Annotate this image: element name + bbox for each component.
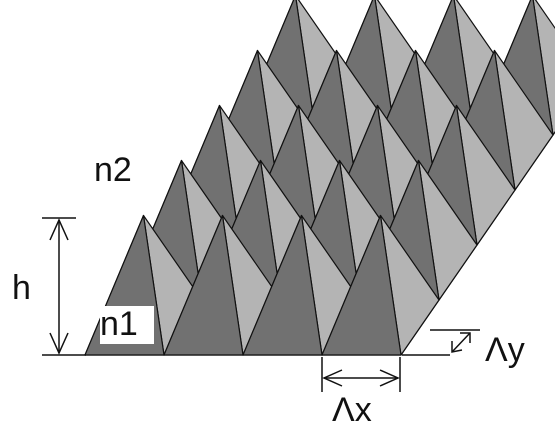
pyramid-array bbox=[85, 0, 555, 355]
period-x-label: Λx bbox=[332, 391, 372, 429]
n2-label: n2 bbox=[94, 151, 132, 189]
n1-label: n1 bbox=[100, 305, 138, 343]
page: {"labels": {"n2": "n2", "n1": "n1", "h":… bbox=[0, 0, 555, 432]
pyramid-diagram: n1 n2 h Λx Λy bbox=[0, 0, 555, 432]
h-label: h bbox=[12, 269, 31, 307]
period-y-label: Λy bbox=[485, 331, 525, 369]
period-x-arrow bbox=[322, 357, 400, 392]
height-arrow bbox=[42, 218, 86, 355]
